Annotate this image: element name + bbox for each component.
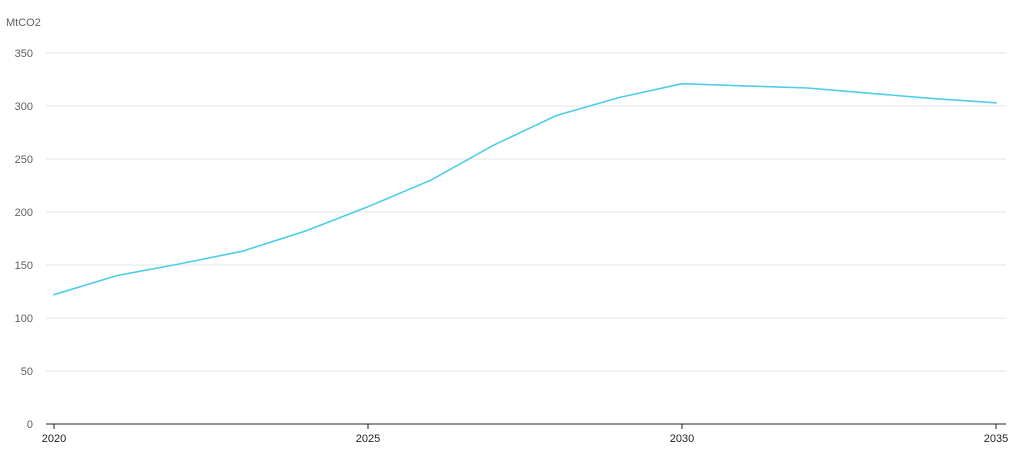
y-tick-label-350: 350 — [15, 48, 33, 60]
y-tick-label-300: 300 — [15, 101, 33, 113]
y-axis-ticks: 0 50 100 150 200 250 300 350 — [15, 48, 33, 431]
x-tick-label-2030: 2030 — [670, 433, 694, 445]
x-tick-label-2020: 2020 — [42, 433, 66, 445]
y-tick-label-100: 100 — [15, 313, 33, 325]
series-line-0 — [53, 82, 997, 296]
gridlines — [46, 52, 1006, 372]
y-tick-label-150: 150 — [15, 260, 33, 272]
y-tick-label-0: 0 — [27, 419, 33, 431]
series-layer — [53, 82, 997, 296]
y-axis-unit-label: MtCO2 — [6, 17, 41, 29]
x-tick-label-2025: 2025 — [356, 433, 380, 445]
x-tick-label-2035: 2035 — [984, 433, 1008, 445]
y-tick-label-250: 250 — [15, 154, 33, 166]
y-tick-label-50: 50 — [21, 366, 33, 378]
x-axis: 2020 2025 2030 2035 — [42, 423, 1008, 445]
y-tick-label-200: 200 — [15, 207, 33, 219]
